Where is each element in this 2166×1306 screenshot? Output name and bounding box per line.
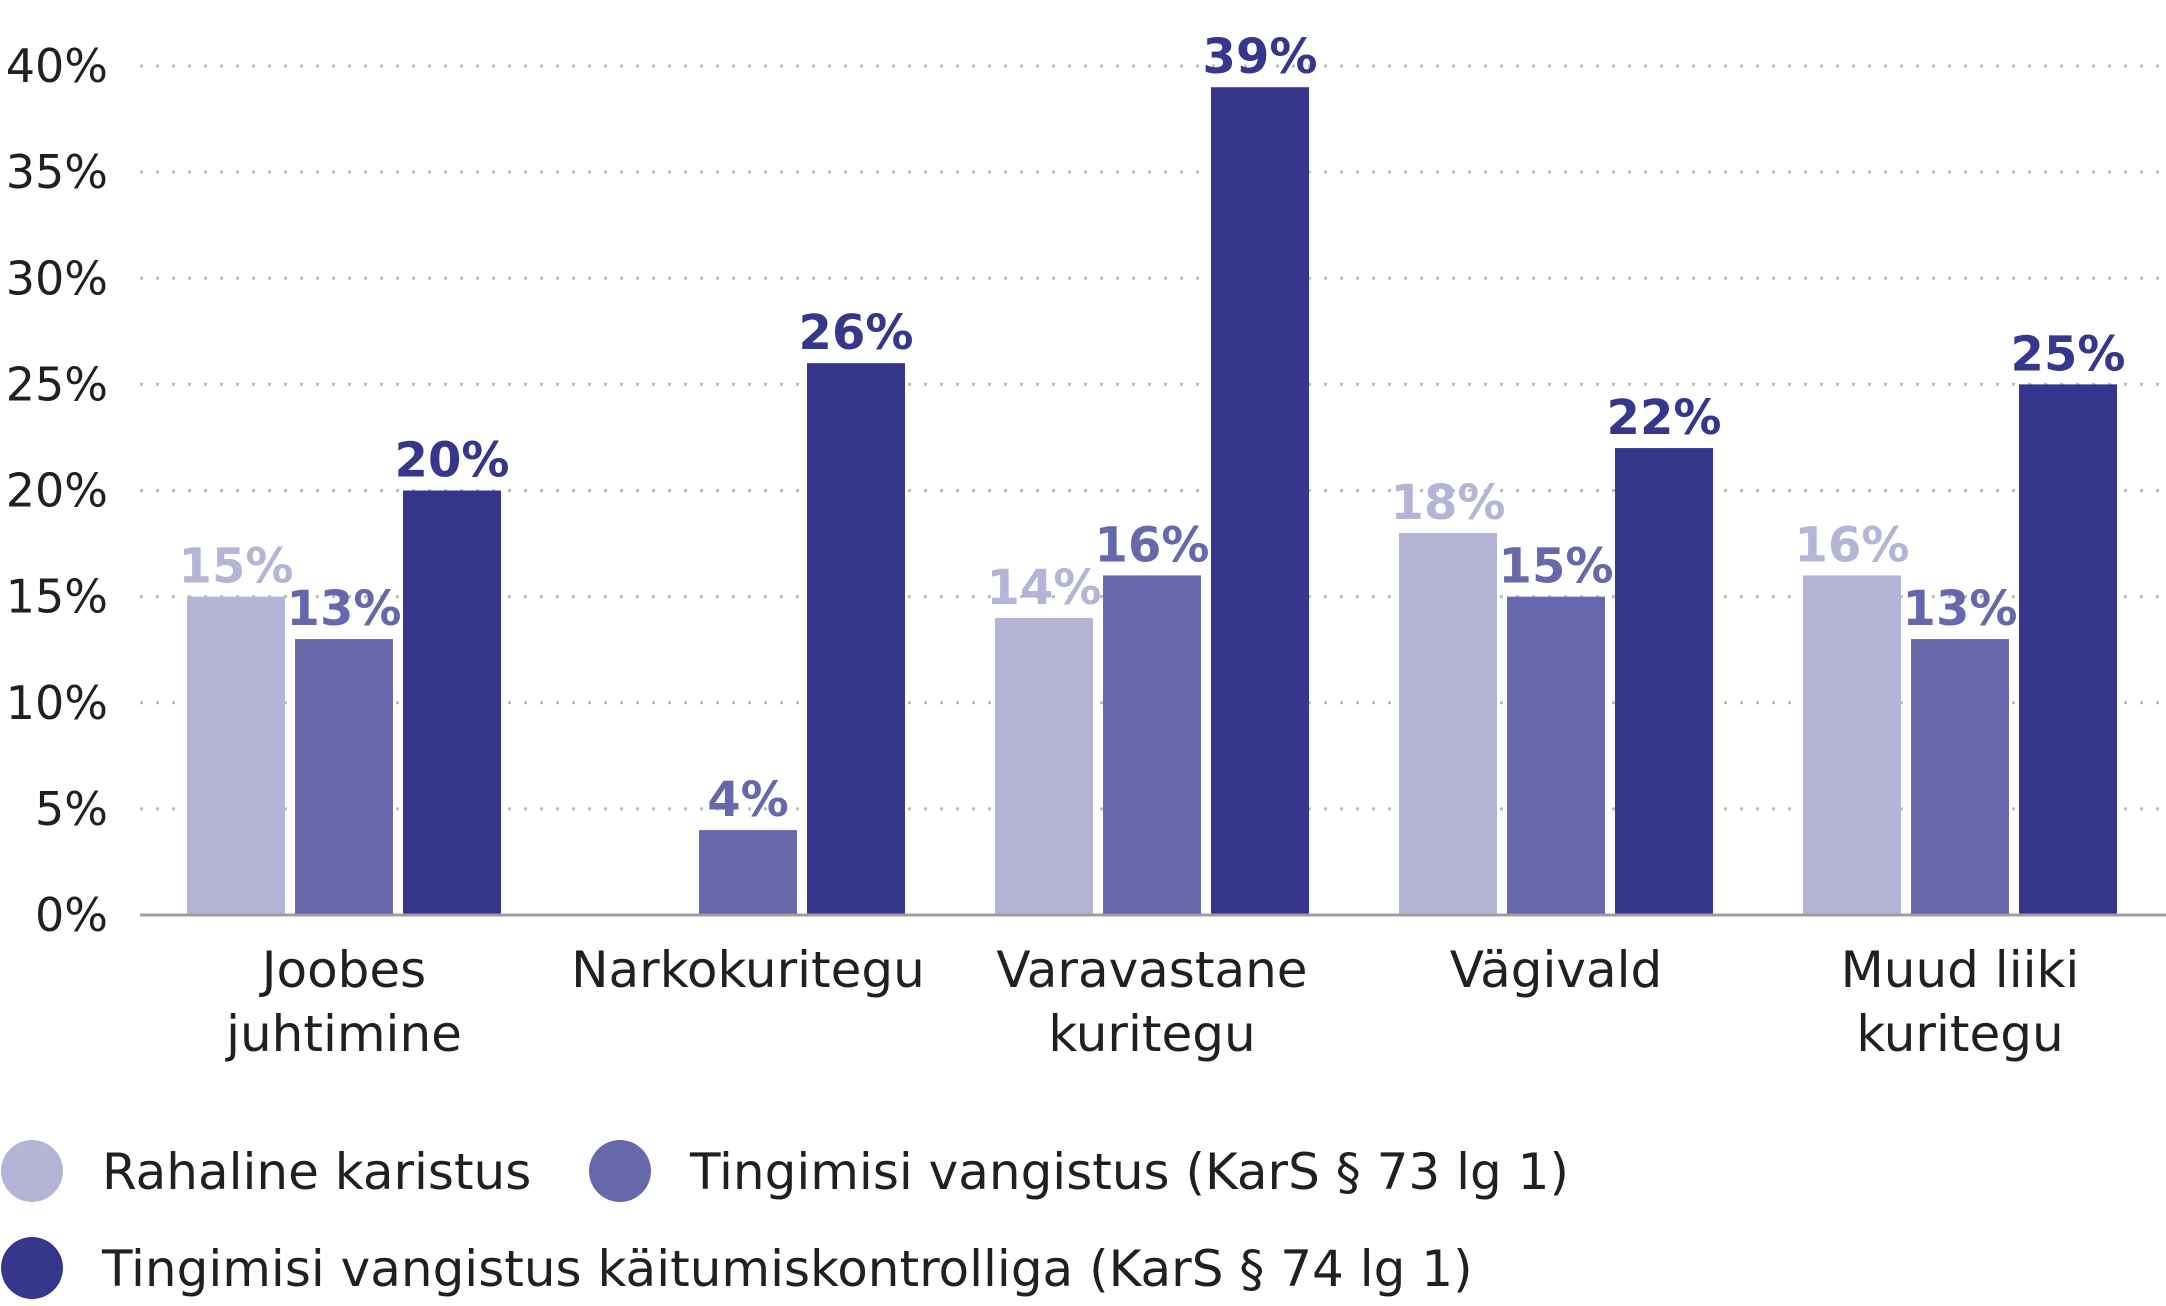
category-label: Vägivald [1450,941,1662,999]
bar [2019,384,2117,915]
bar [699,830,797,915]
data-label: 18% [1391,475,1506,531]
data-label: 16% [1795,517,1910,573]
data-label: 13% [1903,581,2018,637]
bar [1399,532,1497,915]
category-label: Joobes juhtimine [225,941,462,1063]
y-tick-label: 30% [6,251,108,305]
data-label: 20% [395,433,510,489]
bar [187,596,285,915]
y-tick-label: 5% [35,782,108,836]
bar [403,490,501,915]
bar [1211,87,1309,916]
legend-label: Rahaline karistus [102,1143,531,1201]
y-axis-ticks: 0% 5% 10% 15% 20% 25% 30% 35% 40% [6,39,108,942]
data-label: 25% [2011,326,2126,382]
data-labels: 15% 14%18%16%13%4%16% 15%13%20%26%39%22%25… [179,29,2126,828]
category-label: Varavastane kuritegu [996,941,1307,1063]
bar [1103,575,1201,915]
bars [187,87,2117,916]
y-tick-label: 15% [6,570,108,624]
data-label: 16% [1095,517,1210,573]
legend: Rahaline karistus Tingimisi vangistus (Ka… [1,1140,1569,1299]
legend-label: Tingimisi vangistus käitumiskontrolliga … [101,1240,1473,1298]
data-label: 22% [1607,390,1722,446]
data-label: 26% [799,305,914,361]
data-label: 15% [179,539,294,595]
legend-label: Tingimisi vangistus (KarS § 73 lg 1) [689,1143,1569,1201]
y-tick-label: 0% [35,888,108,942]
legend-swatch [589,1140,651,1202]
data-label: 4% [707,772,789,828]
data-label: 39% [1203,29,1318,85]
category-label: Muud liiki kuritegu [1841,941,2080,1063]
bar [807,363,905,915]
category-labels: Joobes juhtimine Narkokuritegu Varavastane k… [225,941,2079,1063]
data-label: 14% [987,560,1102,616]
y-tick-label: 40% [6,39,108,93]
y-tick-label: 35% [6,145,108,199]
bar [1615,448,1713,915]
bar [1911,639,2009,915]
legend-swatch [1,1237,63,1299]
data-label: 15% [1499,539,1614,595]
bar [995,617,1093,915]
bar [295,639,393,915]
y-tick-label: 20% [6,464,108,518]
bar [1803,575,1901,915]
y-tick-label: 25% [6,357,108,411]
legend-swatch [1,1140,63,1202]
category-label: Narkokuritegu [571,941,925,999]
y-tick-label: 10% [6,676,108,730]
bar [1507,596,1605,915]
data-label: 13% [287,581,402,637]
